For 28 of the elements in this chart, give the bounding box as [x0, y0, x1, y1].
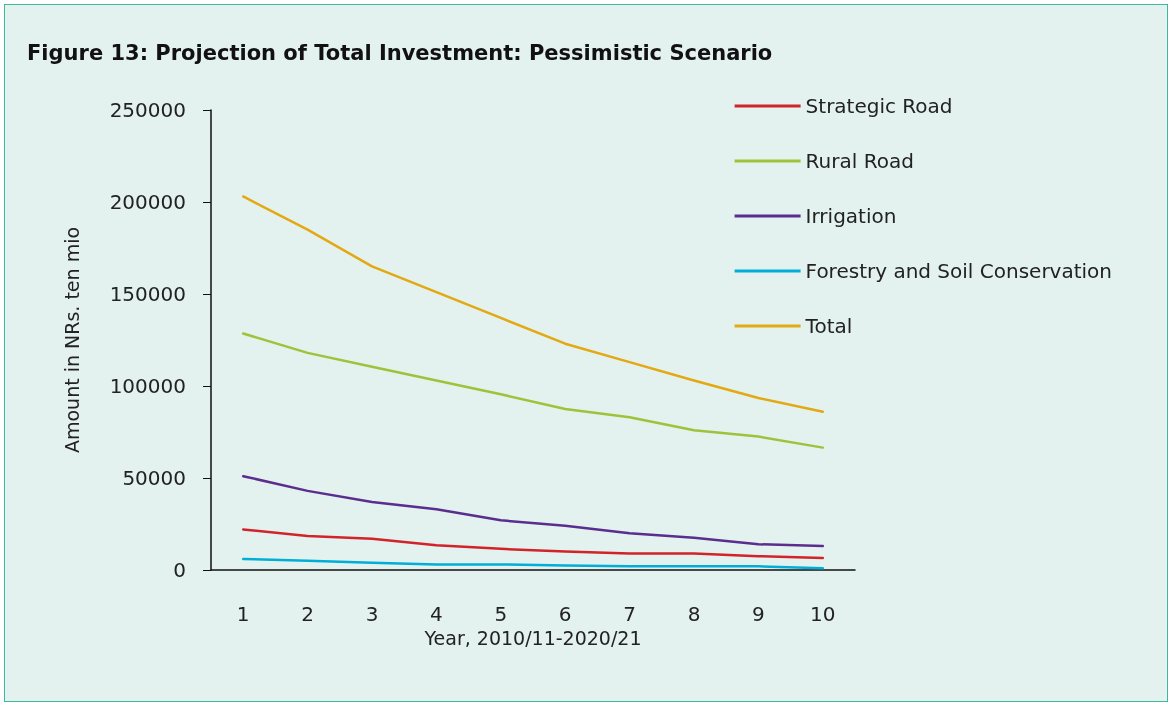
x-tick-label: 2	[301, 602, 314, 626]
legend-label: Strategic Road	[805, 94, 953, 118]
x-tick-label: 8	[687, 602, 701, 626]
x-tick-label: 3	[365, 602, 379, 626]
x-tick-label: 4	[430, 602, 443, 626]
line-series	[241, 528, 825, 560]
legend-label: Forestry and Soil Conservation	[805, 259, 1112, 283]
x-axis-title: Year, 2010/11-2020/21	[423, 627, 642, 650]
chart-title: Figure 13: Projection of Total Investment: Pessimistic Scenario	[27, 41, 773, 65]
y-tick-label: 150000	[109, 282, 186, 306]
legend-label: Total	[804, 314, 853, 338]
x-tick-label: 10	[810, 602, 836, 626]
x-tick-label: 5	[494, 602, 508, 626]
line-series	[241, 332, 825, 449]
line-series	[241, 557, 825, 570]
legend-label: Irrigation	[805, 204, 897, 228]
x-tick-label: 9	[752, 602, 765, 626]
y-tick-label: 250000	[109, 98, 186, 122]
y-tick-label: 0	[173, 558, 186, 582]
y-axis-title: Amount in NRs. ten mio	[60, 226, 83, 454]
x-tick-label: 7	[623, 602, 636, 626]
line-series	[241, 474, 825, 548]
y-tick-label: 50000	[122, 466, 186, 490]
x-tick-label: 6	[558, 602, 572, 626]
legend-label: Rural Road	[805, 149, 914, 173]
y-tick-label: 100000	[109, 374, 186, 398]
y-tick-label: 200000	[109, 190, 186, 214]
x-tick-label: 1	[236, 602, 250, 626]
